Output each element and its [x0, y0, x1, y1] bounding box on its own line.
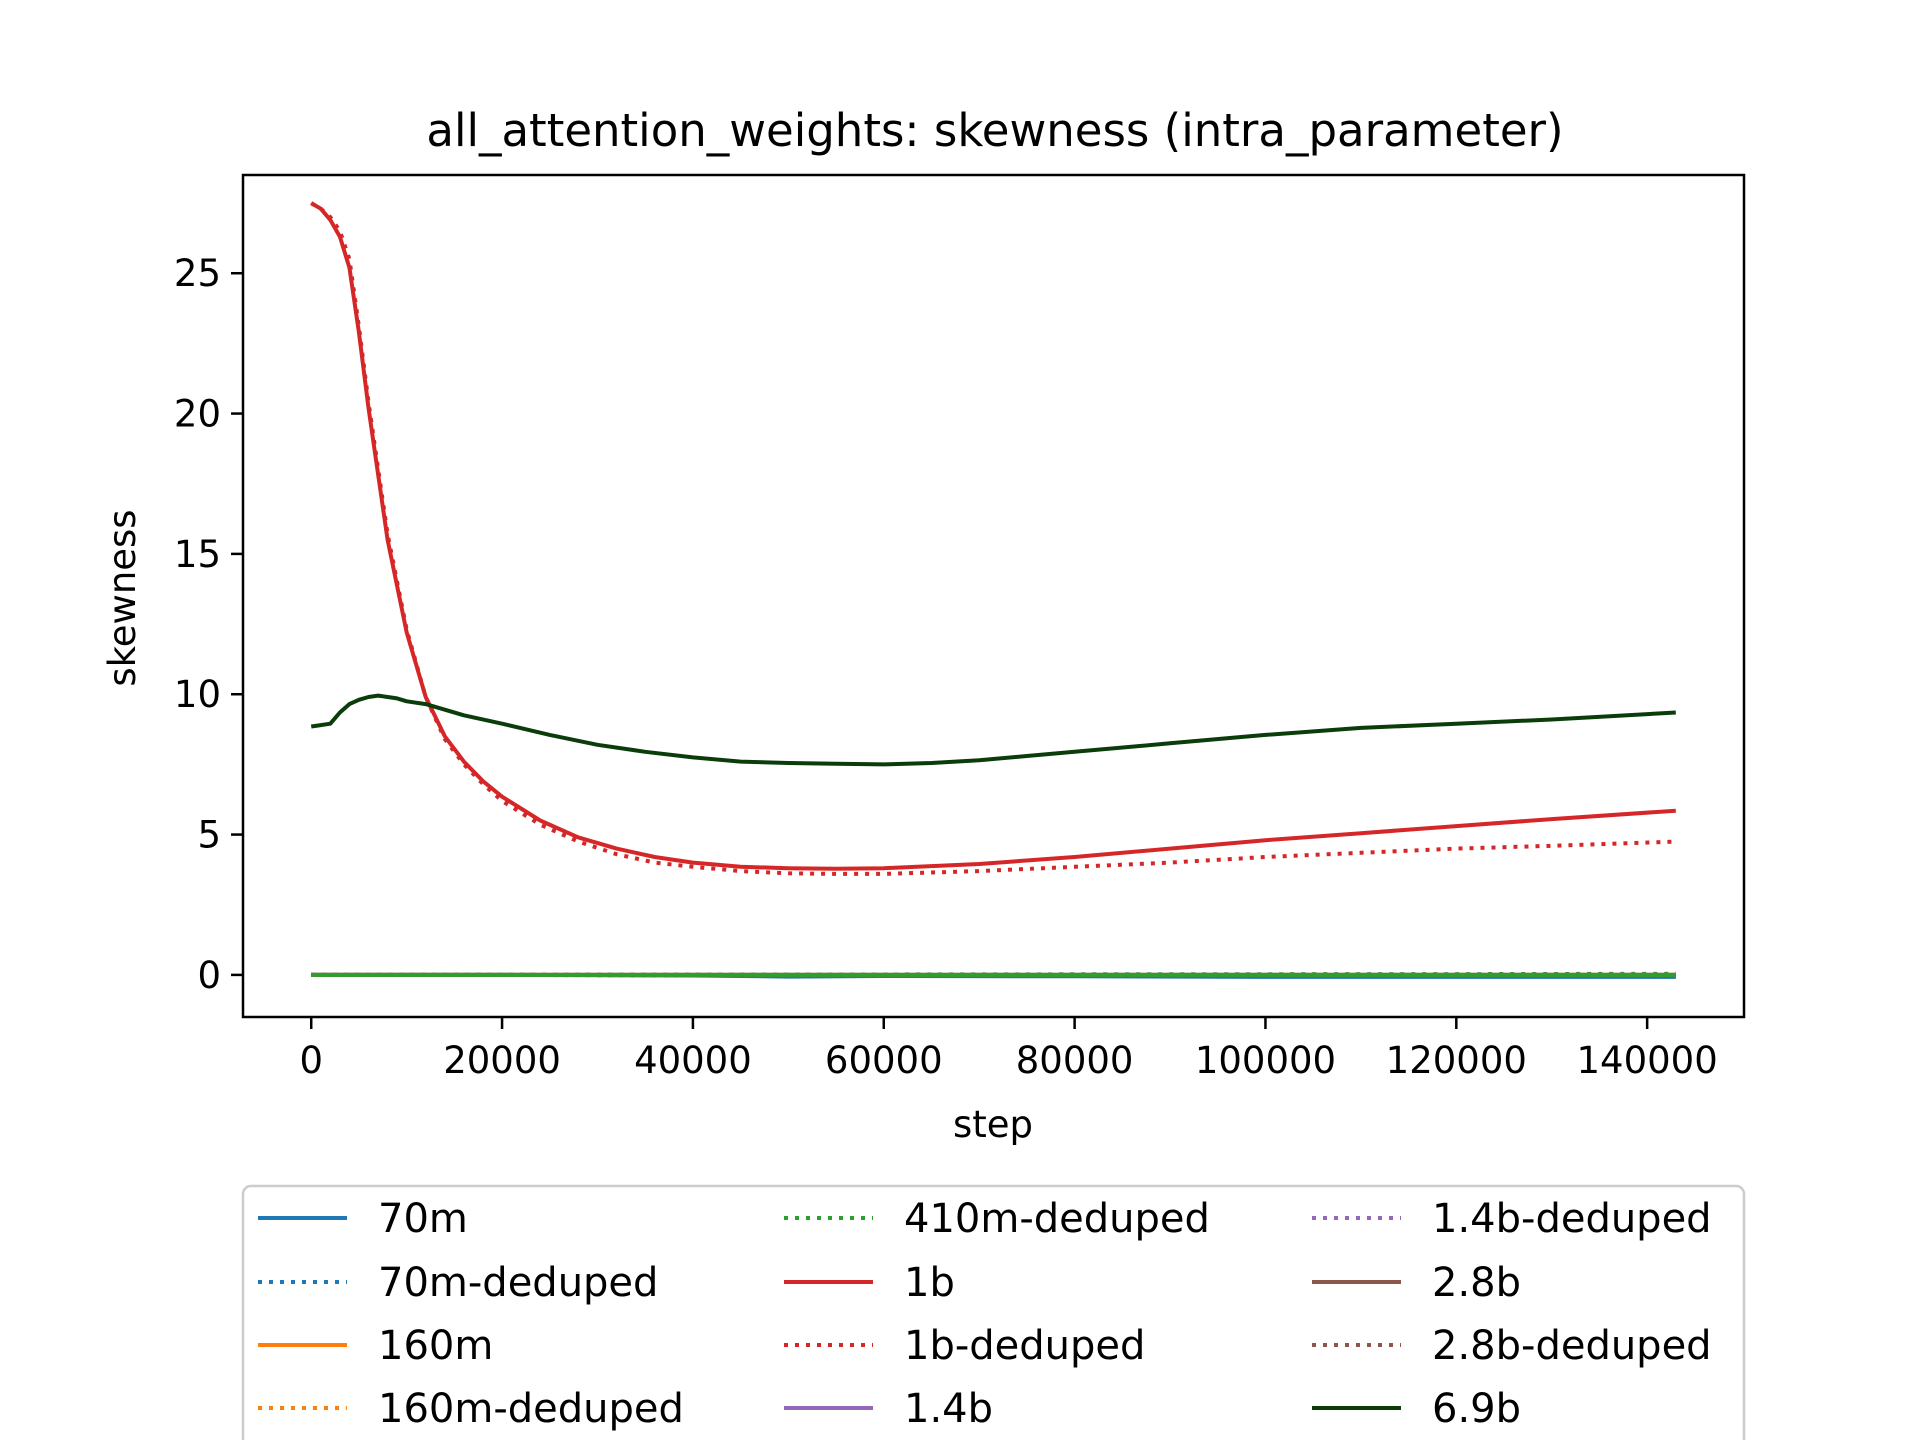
x-tick-label: 80000 [1016, 1039, 1134, 1082]
plot-frame [241, 173, 1746, 1019]
legend-label: 6.9b [1432, 1386, 1521, 1432]
chart-title: all_attention_weights: skewness (intra_p… [426, 104, 1563, 157]
legend-label: 160m-deduped [378, 1386, 684, 1432]
series-line-6_9b [310, 693, 1676, 767]
x-tick-label: 100000 [1195, 1039, 1336, 1082]
legend-label: 70m [378, 1196, 468, 1242]
y-tick-label: 5 [197, 814, 221, 857]
plot-series [310, 201, 1676, 979]
series-line-1b-deduped [310, 201, 1676, 876]
x-axis-ticks: 0 20000 40000 60000 80000 100000 120000 140000 [299, 1017, 1718, 1082]
legend-label: 160m [378, 1323, 493, 1369]
y-tick-label: 10 [174, 673, 221, 716]
legend-label: 410m-deduped [904, 1196, 1210, 1242]
y-axis-ticks: 0 5 10 15 20 25 [174, 252, 243, 997]
legend-frame [241, 1184, 1746, 1440]
x-tick-label: 140000 [1577, 1039, 1718, 1082]
legend: 70m 70m-deduped 160m 160m-deduped 410m-dedup… [241, 1184, 1746, 1440]
y-tick-label: 15 [174, 533, 221, 576]
series-line-1b [310, 201, 1676, 871]
x-tick-label: 120000 [1386, 1039, 1527, 1082]
legend-label: 70m-deduped [378, 1260, 658, 1306]
x-axis-label: step [953, 1103, 1033, 1146]
legend-label: 2.8b [1432, 1260, 1521, 1306]
y-tick-label: 20 [174, 393, 221, 436]
x-tick-label: 40000 [634, 1039, 752, 1082]
legend-label: 1b-deduped [904, 1323, 1145, 1369]
x-tick-label: 60000 [825, 1039, 943, 1082]
x-tick-label: 20000 [443, 1039, 561, 1082]
x-tick-label: 0 [299, 1039, 323, 1082]
y-tick-label: 25 [174, 252, 221, 295]
legend-label: 1.4b [904, 1386, 993, 1432]
y-tick-label: 0 [197, 954, 221, 997]
legend-label: 2.8b-deduped [1432, 1323, 1712, 1369]
y-axis-label: skewness [101, 509, 144, 686]
legend-label: 1b [904, 1260, 955, 1306]
legend-label: 1.4b-deduped [1432, 1196, 1712, 1242]
